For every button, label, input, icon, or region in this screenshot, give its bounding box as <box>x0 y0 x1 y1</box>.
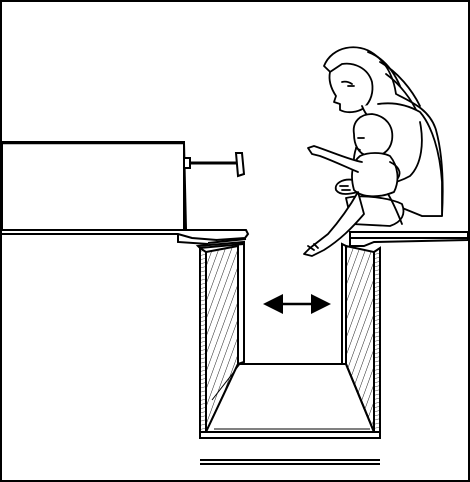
right-platform <box>349 231 468 248</box>
apparatus-box <box>2 141 187 231</box>
left-platform <box>2 229 250 245</box>
toy-stick <box>183 152 246 178</box>
gap-channel <box>195 240 381 465</box>
baby <box>303 113 403 257</box>
